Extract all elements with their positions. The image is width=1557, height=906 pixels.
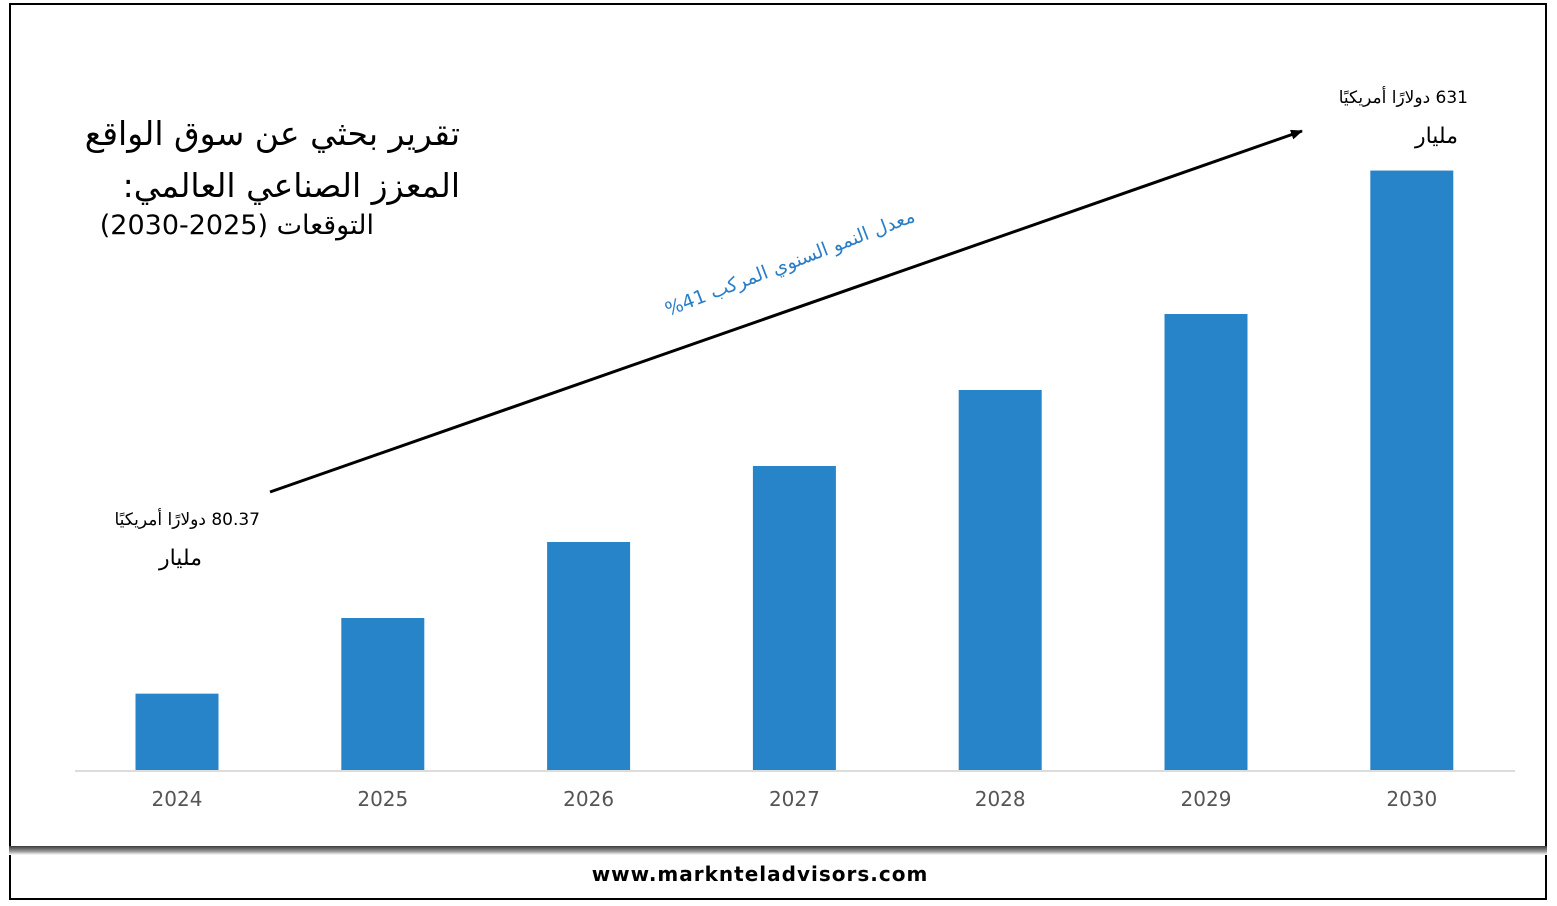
x-tick-2025: 2025 — [357, 787, 408, 811]
bar-2027 — [752, 466, 836, 770]
x-tick-2024: 2024 — [152, 787, 203, 811]
chart-title: تقرير بحثي عن سوق الواقع المعزز الصناعي … — [40, 108, 460, 212]
bar-2029 — [1164, 314, 1248, 770]
footer-divider — [9, 846, 1547, 855]
bar-2030 — [1370, 170, 1454, 771]
x-tick-2029: 2029 — [1181, 787, 1232, 811]
bar-2028 — [958, 390, 1042, 770]
start-value-label: 80.37 دولارًا أمريكيًا مليار — [60, 510, 260, 571]
x-tick-2026: 2026 — [563, 787, 614, 811]
x-tick-2030: 2030 — [1386, 787, 1437, 811]
chart-subtitle: التوقعات (2025-2030) — [99, 210, 374, 241]
title-line-2: المعزز الصناعي العالمي: — [122, 166, 460, 205]
x-tick-labels: 2024 2025 2026 2027 2028 2029 2030 — [152, 787, 1438, 811]
start-value-unit: مليار — [158, 546, 202, 571]
end-value-unit: مليار — [1414, 124, 1458, 149]
bar-2026 — [547, 542, 631, 770]
end-value-label: 631 دولارًا أمريكيًا مليار — [1268, 88, 1468, 149]
growth-arrow — [269, 129, 1303, 494]
bars-group — [135, 170, 1454, 771]
title-line-1: تقرير بحثي عن سوق الواقع — [84, 114, 460, 153]
footer-url: www.marknteladvisors.com — [591, 862, 929, 886]
bar-2025 — [341, 618, 425, 770]
start-value-amount: 80.37 دولارًا أمريكيًا — [114, 510, 260, 530]
x-tick-2027: 2027 — [769, 787, 820, 811]
end-value-amount: 631 دولارًا أمريكيًا — [1338, 88, 1468, 108]
x-tick-2028: 2028 — [975, 787, 1026, 811]
chart-frame — [9, 3, 1547, 900]
bar-2024 — [135, 693, 219, 770]
